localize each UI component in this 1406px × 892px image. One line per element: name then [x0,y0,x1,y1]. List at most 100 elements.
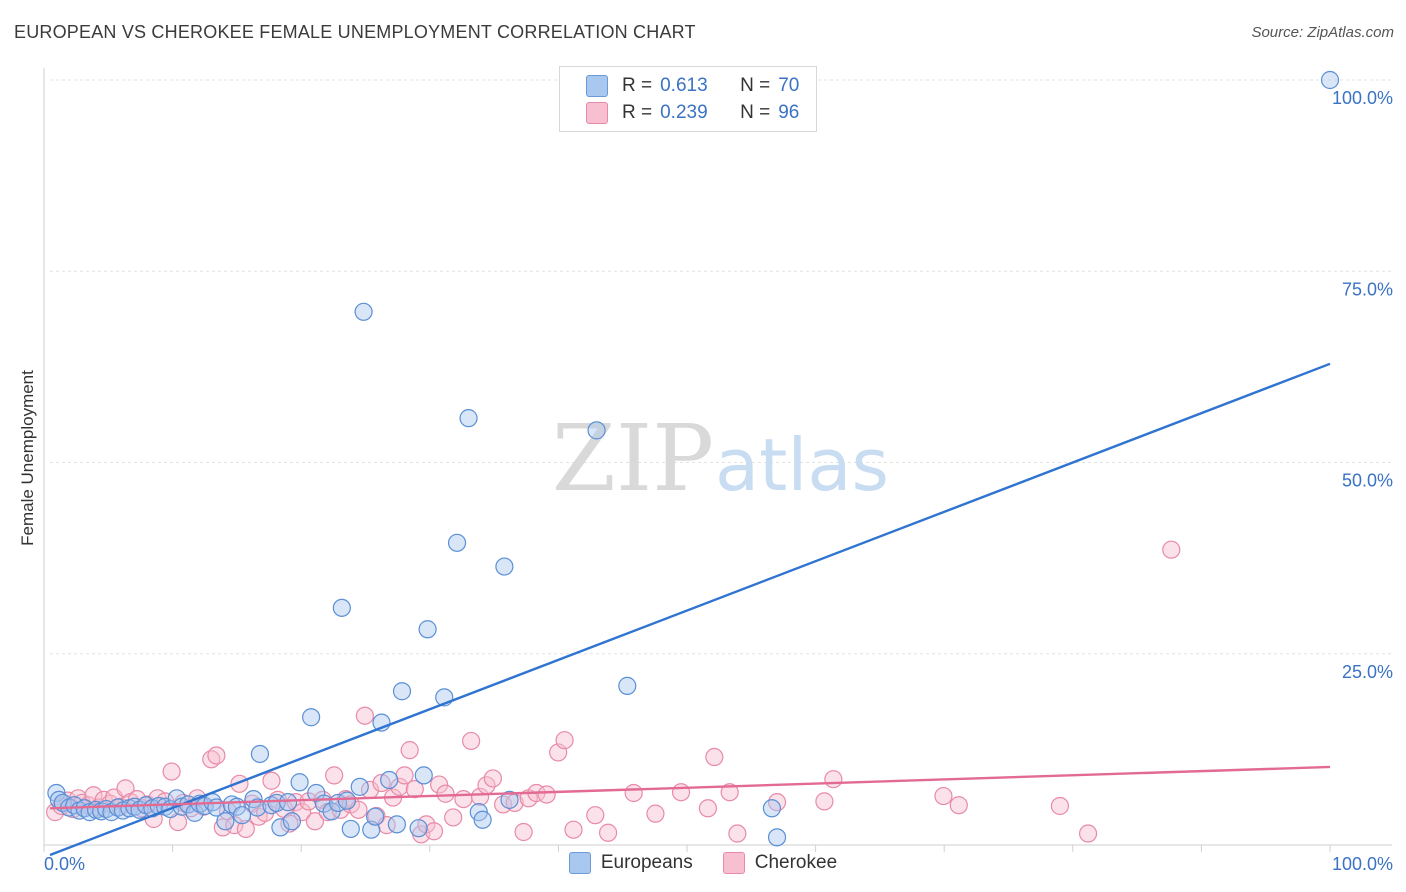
point-cherokee [225,816,244,835]
legend-row-cherokee: R = 0.239 N = 96 [586,100,799,126]
trend-lines [49,362,1331,857]
grid-lines [50,79,1392,655]
legend-label-cherokee: Cherokee [754,852,838,873]
legend-n-value: 70 [778,75,800,96]
trend-line-europeans [49,362,1331,857]
point-europeans [337,791,357,810]
point-cherokee [483,769,502,788]
point-cherokee [116,779,135,798]
point-europeans [409,819,428,838]
point-cherokee [305,812,325,831]
point-europeans [414,766,433,785]
point-cherokee [514,822,533,842]
point-europeans [250,744,270,764]
point-europeans [380,770,399,790]
point-europeans [232,806,252,825]
point-cherokee [390,777,409,796]
watermark-zip: ZIP [552,405,714,512]
point-europeans [495,557,514,576]
point-cherokee [444,808,463,827]
point-europeans [618,676,637,695]
point-cherokee [280,814,299,833]
legend-n-label: N = [740,75,771,96]
point-cherokee [698,799,718,818]
data-points [46,70,1340,847]
point-europeans [248,798,267,817]
tick-labels: 25.0% 50.0% 75.0% 100.0% 0.0% 100.0% [44,88,1393,874]
point-cherokee [564,820,583,839]
point-europeans [65,796,84,815]
legend-swatch-europeans [568,852,591,874]
y-axis-label: Female Unemployment [18,370,37,546]
point-europeans [350,777,369,796]
point-cherokee [555,731,574,750]
point-cherokee [934,786,953,806]
point-europeans [392,682,412,701]
point-cherokee [436,784,455,803]
point-cherokee [286,793,305,812]
legend-swatch-cherokee [722,852,745,874]
point-europeans [366,807,385,826]
correlation-legend: R = 0.613 N = 70 R = 0.239 N = 96 [559,66,817,132]
chart-title: EUROPEAN VS CHEROKEE FEMALE UNEMPLOYMENT… [14,22,696,42]
trend-line-cherokee [49,765,1331,810]
point-cherokee [537,785,556,804]
series-legend: Europeans Cherokee [0,852,1406,874]
legend-swatch-cherokee [586,102,608,124]
point-cherokee [598,823,618,842]
point-cherokee [325,766,344,785]
y-tick-label: 75.0% [1342,279,1393,299]
legend-r-label: R = [622,75,653,96]
point-cherokee [720,783,739,802]
point-cherokee [1078,824,1098,843]
point-cherokee [367,806,386,826]
point-cherokee [1050,796,1070,816]
point-cherokee [462,731,481,751]
watermark: ZIP atlas [552,405,889,512]
point-cherokee [646,804,665,823]
legend-n-label: N = [740,102,771,123]
point-cherokee [586,806,605,825]
x-tick-label-min: 0.0% [44,854,85,874]
point-europeans [762,799,782,818]
point-europeans [271,818,290,837]
legend-item-cherokee[interactable]: Cherokee [722,852,838,874]
point-europeans [767,828,787,847]
legend-label-europeans: Europeans [600,852,693,873]
legend-row-europeans: R = 0.613 N = 70 [586,73,799,99]
legend-r-value: 0.613 [660,75,708,96]
legend-item-europeans[interactable]: Europeans [568,852,693,874]
point-cherokee [236,819,255,839]
point-europeans [447,533,467,552]
point-cherokee [1162,540,1181,559]
point-europeans [1320,70,1340,90]
point-cherokee [815,792,834,811]
point-europeans [473,810,492,829]
point-europeans [387,815,406,834]
point-cherokee [400,741,419,760]
legend-swatch-europeans [586,75,608,97]
point-cherokee [728,824,747,843]
legend-r-value: 0.239 [660,102,708,123]
point-europeans [332,598,351,617]
point-europeans [290,773,309,792]
y-tick-label: 25.0% [1342,662,1393,682]
point-europeans [341,819,360,839]
point-europeans [500,790,519,809]
point-cherokee [355,706,374,725]
source-label: Source: ZipAtlas.com [1251,24,1394,41]
point-europeans [216,812,235,831]
point-europeans [302,708,321,727]
point-cherokee [293,803,312,822]
point-cherokee [430,775,449,794]
point-europeans [282,812,302,831]
point-cherokee [262,771,281,790]
point-europeans [278,793,298,812]
point-europeans [459,409,478,428]
point-europeans [587,421,606,440]
watermark-atlas: atlas [715,423,889,507]
axes [43,68,1392,852]
point-cherokee [624,783,643,803]
point-cherokee [207,746,226,765]
